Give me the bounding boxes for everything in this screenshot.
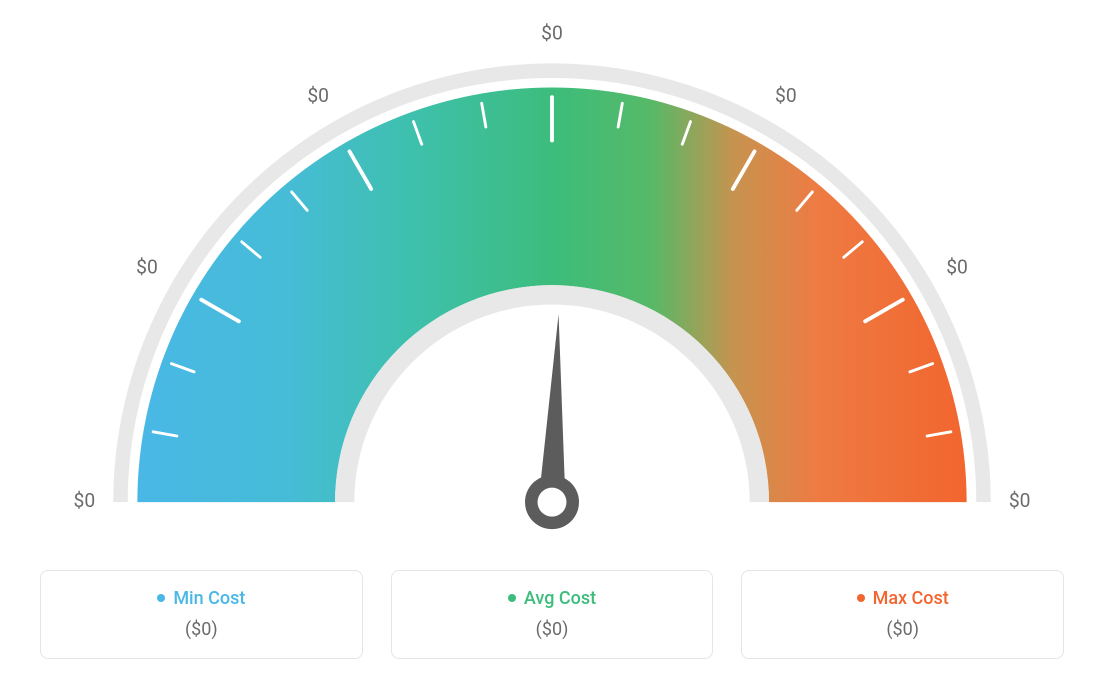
gauge-tick-label: $0 xyxy=(541,22,563,45)
legend-label-max: Max Cost xyxy=(873,588,949,609)
legend-card-max: Max Cost ($0) xyxy=(741,570,1064,659)
legend-dot-min xyxy=(157,594,165,602)
gauge-chart-container: $0 $0 $0 $0 $0 $0 $0 Min Cost ($0) Avg Cost ($… xyxy=(0,0,1104,690)
legend-card-min: Min Cost ($0) xyxy=(40,570,363,659)
legend-card-avg: Avg Cost ($0) xyxy=(391,570,714,659)
gauge-hub-inner xyxy=(538,488,567,517)
legend-label-line: Avg Cost xyxy=(508,588,596,609)
legend-value-min: ($0) xyxy=(61,619,342,640)
legend-dot-avg xyxy=(508,594,516,602)
legend-value-avg: ($0) xyxy=(412,619,693,640)
gauge-svg: $0 $0 $0 $0 $0 $0 $0 xyxy=(40,20,1064,560)
gauge-tick-label: $0 xyxy=(946,255,968,278)
gauge-tick-label: $0 xyxy=(1009,489,1031,512)
legend-label-line: Max Cost xyxy=(857,588,949,609)
legend-label-line: Min Cost xyxy=(157,588,245,609)
legend-label-min: Min Cost xyxy=(173,588,245,609)
legend-value-max: ($0) xyxy=(762,619,1043,640)
gauge-tick-label: $0 xyxy=(73,489,95,512)
gauge-tick-label: $0 xyxy=(775,84,797,107)
gauge-tick-label: $0 xyxy=(136,255,158,278)
legend-dot-max xyxy=(857,594,865,602)
gauge-tick-label: $0 xyxy=(307,84,329,107)
legend-label-avg: Avg Cost xyxy=(524,588,596,609)
gauge-needle xyxy=(539,314,566,502)
gauge-area: $0 $0 $0 $0 $0 $0 $0 xyxy=(40,20,1064,560)
legend-row: Min Cost ($0) Avg Cost ($0) Max Cost ($0… xyxy=(40,570,1064,659)
